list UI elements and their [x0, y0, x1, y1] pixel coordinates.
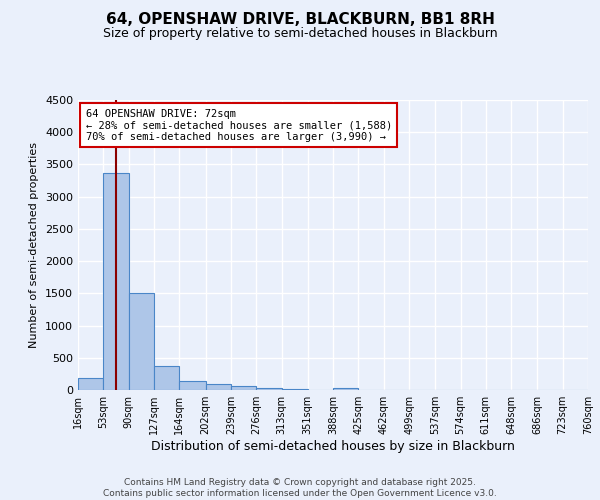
Bar	[205, 384, 231, 390]
Bar	[256, 388, 281, 390]
Bar	[154, 366, 179, 390]
Bar	[129, 294, 154, 390]
Y-axis label: Number of semi-detached properties: Number of semi-detached properties	[29, 142, 40, 348]
Text: Contains HM Land Registry data © Crown copyright and database right 2025.
Contai: Contains HM Land Registry data © Crown c…	[103, 478, 497, 498]
Bar	[179, 380, 206, 390]
Bar	[281, 388, 308, 390]
Text: 64, OPENSHAW DRIVE, BLACKBURN, BB1 8RH: 64, OPENSHAW DRIVE, BLACKBURN, BB1 8RH	[106, 12, 494, 28]
Bar	[333, 388, 358, 390]
Bar	[78, 378, 103, 390]
X-axis label: Distribution of semi-detached houses by size in Blackburn: Distribution of semi-detached houses by …	[151, 440, 515, 453]
Bar	[103, 174, 129, 390]
Text: Size of property relative to semi-detached houses in Blackburn: Size of property relative to semi-detach…	[103, 28, 497, 40]
Bar	[231, 386, 256, 390]
Text: 64 OPENSHAW DRIVE: 72sqm
← 28% of semi-detached houses are smaller (1,588)
70% o: 64 OPENSHAW DRIVE: 72sqm ← 28% of semi-d…	[86, 108, 392, 142]
